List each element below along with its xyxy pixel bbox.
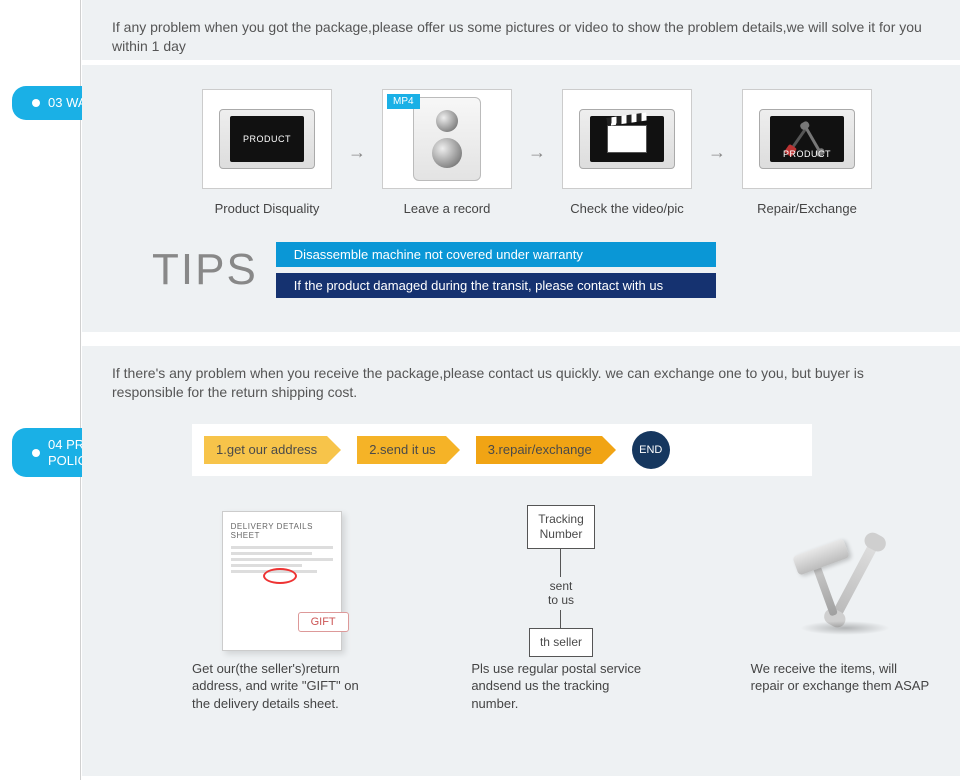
tips-title: TIPS — [152, 245, 258, 295]
hammer-wrench-icon — [780, 531, 900, 631]
end-badge: END — [632, 431, 670, 469]
product-label: PRODUCT — [243, 134, 291, 144]
warranty-intro-panel: If any problem when you got the package,… — [82, 0, 960, 60]
warranty-section: PRODUCT Product Disquality → MP4 Leave a… — [82, 65, 960, 332]
arrow-icon: → — [348, 142, 366, 163]
check-card — [562, 89, 692, 189]
circle-icon — [263, 568, 297, 584]
record-card: MP4 — [382, 89, 512, 189]
mp4-badge: MP4 — [387, 94, 420, 109]
col-get-address: DELIVERY DETAILS SHEET GIFT Get our(the … — [192, 506, 371, 713]
col2-caption: Pls use regular postal service andsend u… — [471, 660, 650, 713]
tablet-icon: PRODUCT — [759, 109, 855, 169]
step-leave-record: MP4 Leave a record — [382, 89, 512, 216]
warranty-intro: If any problem when you got the package,… — [112, 18, 930, 56]
col3-caption: We receive the items, will repair or exc… — [751, 660, 930, 695]
step2-caption: Leave a record — [382, 201, 512, 216]
return-intro: If there's any problem when you receive … — [112, 364, 930, 402]
tracking-diagram: Tracking Number sent to us th seller — [527, 505, 595, 657]
tracking-box: Tracking Number — [527, 505, 595, 549]
return-section: If there's any problem when you receive … — [82, 346, 960, 776]
step4-caption: Repair/Exchange — [742, 201, 872, 216]
tip-bar-2: If the product damaged during the transi… — [276, 273, 716, 298]
col1-caption: Get our(the seller's)return address, and… — [192, 660, 371, 713]
gift-label: GIFT — [298, 612, 349, 632]
tracking-bottom: th seller — [529, 628, 593, 657]
warranty-steps: PRODUCT Product Disquality → MP4 Leave a… — [202, 89, 930, 216]
delivery-sheet-icon: DELIVERY DETAILS SHEET GIFT — [222, 511, 342, 651]
product-card: PRODUCT — [202, 89, 332, 189]
return-process: 1.get our address 2.send it us 3.repair/… — [192, 424, 812, 476]
step3-caption: Check the video/pic — [562, 201, 692, 216]
process-step-1: 1.get our address — [204, 436, 327, 464]
tip-bar-1: Disassemble machine not covered under wa… — [276, 242, 716, 267]
dot-icon — [32, 449, 40, 457]
tips-row: TIPS Disassemble machine not covered und… — [152, 242, 930, 298]
speaker-icon — [413, 97, 481, 181]
clapper-icon — [607, 125, 647, 153]
arrow-icon: → — [528, 142, 546, 163]
process-step-3: 3.repair/exchange — [476, 436, 602, 464]
arrow-icon: → — [708, 142, 726, 163]
step-repair-exchange: PRODUCT Repair/Exchange — [742, 89, 872, 216]
process-step-2: 2.send it us — [357, 436, 446, 464]
dot-icon — [32, 99, 40, 107]
sheet-header: DELIVERY DETAILS SHEET — [231, 522, 333, 540]
tips-stack: Disassemble machine not covered under wa… — [276, 242, 716, 298]
return-details: DELIVERY DETAILS SHEET GIFT Get our(the … — [192, 506, 930, 713]
col-receive: We receive the items, will repair or exc… — [751, 506, 930, 713]
tracking-mid: sent to us — [548, 579, 574, 608]
step-product-disquality: PRODUCT Product Disquality — [202, 89, 332, 216]
step1-caption: Product Disquality — [202, 201, 332, 216]
step-check-video: Check the video/pic — [562, 89, 692, 216]
tablet-icon — [579, 109, 675, 169]
product-label: PRODUCT — [783, 149, 831, 159]
tablet-icon: PRODUCT — [219, 109, 315, 169]
repair-card: PRODUCT — [742, 89, 872, 189]
col-send: Tracking Number sent to us th seller Pls… — [471, 506, 650, 713]
